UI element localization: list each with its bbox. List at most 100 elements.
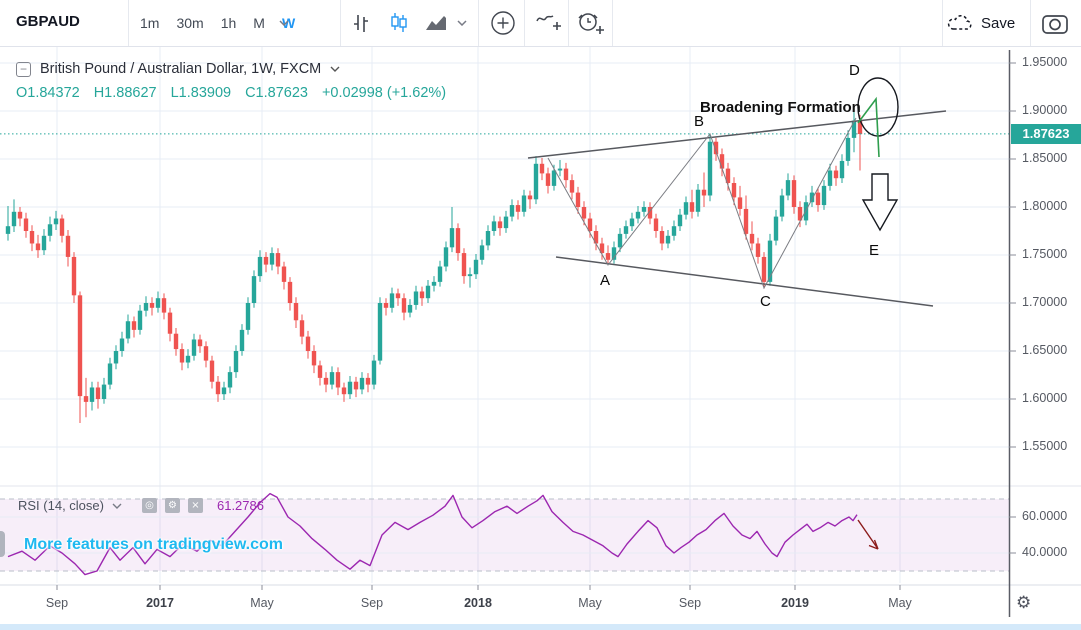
candle-body [23, 218, 29, 231]
rsi-chevron-icon[interactable] [112, 503, 122, 509]
chart-properties-gear-icon[interactable]: ⚙ [1016, 593, 1032, 613]
candle-body [515, 205, 521, 212]
bar-chart-type-icon[interactable] [348, 0, 374, 46]
area-chart-type-icon[interactable] [422, 0, 450, 46]
rsi-close-icon[interactable]: × [187, 498, 203, 513]
candles-chart-type-icon[interactable] [386, 0, 412, 46]
candle-body [365, 377, 371, 385]
time-axis-label: Sep [360, 596, 384, 610]
timeframe-W[interactable]: W [281, 15, 296, 31]
rsi-down-arrow-drawing[interactable] [857, 519, 879, 550]
zigzag-drawing[interactable] [547, 117, 857, 290]
candle-body [47, 224, 53, 236]
annotation-letter-C[interactable]: C [760, 293, 771, 310]
tradingview-watermark-link[interactable]: More features on tradingview.com [24, 536, 284, 553]
rsi-visibility-icon[interactable]: ◎ [141, 498, 157, 513]
candle-body [695, 189, 701, 212]
pane-handle[interactable] [0, 531, 5, 557]
price-axis-label: 1.95000 [1022, 55, 1068, 69]
time-axis-label: May [888, 596, 912, 610]
candle-body [395, 293, 401, 299]
candle-body [83, 396, 89, 402]
save-button[interactable]: Save [946, 0, 1015, 46]
candle-body [653, 218, 659, 231]
candle-body [689, 202, 695, 212]
price-axis-label: 1.85000 [1022, 151, 1068, 165]
timeframe-M[interactable]: M [253, 15, 265, 31]
rsi-value: 61.2786 [216, 498, 264, 513]
candle-body [737, 197, 743, 209]
candle-body [677, 214, 683, 227]
chart-type-chevron-icon[interactable] [452, 0, 472, 46]
legend-chevron-icon[interactable] [330, 66, 340, 72]
rsi-axis-label: 60.0000 [1022, 509, 1068, 523]
down-arrow-drawing[interactable] [861, 173, 899, 232]
pattern-annotation-label[interactable]: Broadening Formation [700, 99, 861, 116]
candle-body [557, 168, 563, 171]
timeframe-chevron-icon[interactable] [272, 0, 296, 46]
candle-body [95, 387, 101, 399]
timeframe-30m[interactable]: 30m [176, 15, 204, 31]
annotation-letter-B[interactable]: B [694, 113, 705, 130]
candle-body [419, 291, 425, 299]
candle-body [245, 303, 251, 330]
compare-add-icon[interactable] [488, 0, 518, 46]
rsi-line [7, 492, 858, 576]
price-axis-label: 1.70000 [1022, 295, 1068, 309]
toolbar-separator [524, 0, 525, 46]
timeframe-1h[interactable]: 1h [220, 15, 237, 31]
time-axis-label: May [250, 596, 274, 610]
candle-body [347, 381, 353, 395]
candle-body [269, 253, 275, 265]
legend-title[interactable]: British Pound / Australian Dollar, 1W, F… [40, 61, 322, 77]
top-toolbar: GBPAUD 1m 30m 1h M W [0, 0, 1081, 47]
candle-body [809, 192, 815, 203]
candle-body [401, 298, 407, 313]
candle-body [701, 189, 707, 196]
annotation-letter-D[interactable]: D [849, 62, 860, 79]
candle-body [329, 372, 335, 385]
legend-collapse-icon[interactable]: − [16, 61, 31, 77]
candle-body [359, 377, 365, 390]
candle-body [11, 211, 17, 227]
price-axis-label: 1.60000 [1022, 391, 1068, 405]
candle-body [791, 180, 797, 207]
alert-icon[interactable] [574, 0, 608, 46]
candle-body [449, 228, 455, 248]
symbol-button[interactable]: GBPAUD [16, 13, 80, 30]
candle-body [383, 303, 389, 308]
save-label: Save [981, 14, 1016, 32]
candle-body [725, 168, 731, 183]
green-projection-drawing[interactable] [857, 96, 880, 158]
price-axis[interactable]: 1.87623 1.95000 1.90000 1.85000 1.80000 1.75… [1010, 47, 1081, 585]
candle-body [89, 387, 95, 402]
candle-body [371, 360, 377, 385]
toolbar-separator [612, 0, 613, 46]
candle-body [629, 218, 635, 227]
annotation-letter-A[interactable]: A [600, 272, 611, 289]
time-axis[interactable]: Sep 2017 May Sep 2018 May Sep 2019 May [0, 585, 1081, 624]
timeframe-1m[interactable]: 1m [140, 15, 160, 31]
price-axis-label: 1.55000 [1022, 439, 1068, 453]
trendline-drawing[interactable] [555, 256, 934, 307]
candle-body [593, 231, 599, 244]
screenshot-camera-icon[interactable] [1038, 0, 1072, 46]
candle-body [173, 333, 179, 350]
candle-body [641, 207, 647, 212]
candle-body [221, 387, 227, 395]
candle-body [611, 247, 617, 260]
ohlc-open: O1.84372 [16, 85, 80, 101]
candle-body [569, 180, 575, 193]
indicators-icon[interactable] [532, 0, 564, 46]
candle-body [293, 303, 299, 321]
candle-body [821, 185, 827, 206]
rsi-settings-gear-icon[interactable]: ⚙ [164, 498, 180, 513]
candle-body [617, 233, 623, 248]
candle-body [437, 266, 443, 282]
cloud-icon [947, 15, 972, 30]
candle-body [845, 137, 851, 161]
annotation-letter-E[interactable]: E [869, 242, 880, 259]
candle-body [275, 253, 281, 267]
bottom-strip [0, 624, 1081, 630]
